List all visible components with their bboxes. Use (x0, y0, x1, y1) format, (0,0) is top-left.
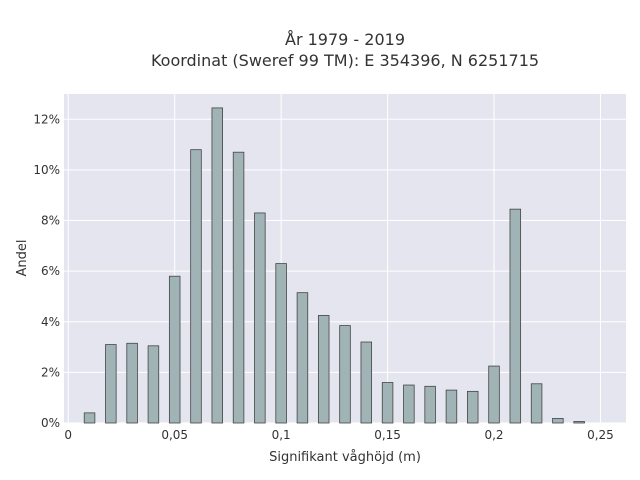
x-tick-label: 0,05 (161, 428, 188, 442)
bars (83, 107, 585, 424)
y-tick-label: 0% (41, 416, 60, 430)
x-tick-label: 0,1 (272, 428, 291, 442)
histogram-bar (147, 345, 160, 424)
histogram-bar (254, 212, 266, 424)
histogram-bar (509, 208, 522, 424)
chart-title-line-1: År 1979 - 2019 (285, 30, 405, 49)
y-tick-label: 8% (41, 214, 60, 228)
histogram-bar (83, 412, 96, 424)
histogram-bar (190, 149, 202, 424)
histogram-bar (105, 344, 117, 424)
histogram-bar (168, 275, 181, 424)
histogram-bar (573, 421, 585, 424)
histogram-bar (552, 418, 564, 424)
histogram-bar (445, 389, 458, 424)
histogram-bar (403, 384, 415, 424)
histogram-bar (488, 365, 500, 424)
histogram-bar (360, 341, 373, 424)
y-tick-label: 6% (41, 264, 60, 278)
tick-labels: 0% 2% 4% 6% 8% 10% 12% 0 0,05 0,1 0,15 0,2 0,25 (33, 112, 613, 442)
histogram-bar (467, 390, 479, 424)
histogram-bar (126, 342, 138, 424)
x-axis-label: Signifikant våghöjd (m) (269, 450, 421, 465)
histogram-bar (232, 151, 245, 424)
y-axis-label: Andel (15, 240, 30, 277)
y-tick-label: 12% (33, 112, 60, 126)
histogram-bar (275, 263, 287, 424)
x-tick-label: 0,25 (587, 428, 614, 442)
x-tick-label: 0 (64, 428, 72, 442)
histogram-bar (339, 325, 351, 424)
x-tick-label: 0,2 (484, 428, 503, 442)
y-tick-label: 10% (33, 163, 60, 177)
y-tick-label: 4% (41, 315, 60, 329)
chart-title-line-2: Koordinat (Sweref 99 TM): E 354396, N 62… (151, 51, 539, 70)
histogram-bar (424, 385, 436, 424)
histogram-bar (530, 383, 543, 424)
histogram-bar (296, 292, 309, 424)
x-tick-label: 0,15 (374, 428, 401, 442)
histogram-bar (317, 315, 330, 424)
histogram-bar (381, 382, 394, 424)
y-tick-label: 2% (41, 365, 60, 379)
histogram-bar (211, 107, 223, 424)
